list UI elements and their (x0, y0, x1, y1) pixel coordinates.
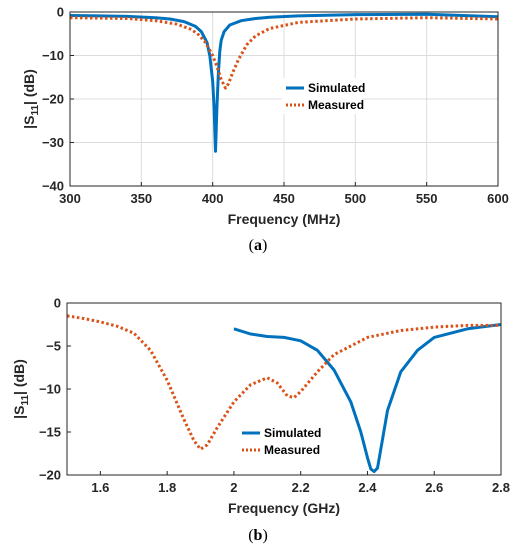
y-ticks-a: 0 −10 −20 −30 −40 (42, 5, 74, 194)
y-tick-label: −40 (42, 179, 64, 194)
y-tick-label: −15 (39, 425, 61, 440)
series-line-simulated (69, 12, 499, 153)
x-tick-label: 1.8 (158, 480, 176, 495)
y-ticks-b: 0 −5 −10 −15 −20 (39, 296, 71, 483)
series-lines-b (66, 314, 502, 474)
panel-caption-a: (a) (249, 237, 268, 254)
legend-b: Simulated Measured (238, 423, 322, 459)
legend-label-simulated-a: Simulated (308, 81, 365, 95)
x-tick-label: 550 (416, 191, 438, 206)
x-tick-label: 600 (487, 191, 509, 206)
x-tick-label: 450 (273, 191, 295, 206)
y-axis-label-b: |S11| (dB) (11, 359, 31, 419)
y-tick-label: −20 (42, 92, 64, 107)
x-tick-label: 2.4 (358, 480, 377, 495)
y-tick-label: −5 (46, 339, 61, 354)
x-axis-label-a: Frequency (MHz) (228, 211, 341, 227)
series-line-simulated (233, 323, 502, 474)
series-lines-a (69, 12, 499, 153)
y-tick-label: 0 (57, 5, 64, 20)
chart-panel-b: 1.6 1.8 2 2.2 2.4 2.6 2.8 0 −5 −10 −15 −20 Frequen… (11, 296, 510, 545)
x-tick-label: 500 (344, 191, 366, 206)
x-tick-label: 2 (230, 480, 237, 495)
x-tick-label: 1.6 (91, 480, 109, 495)
x-tick-label: 400 (202, 191, 224, 206)
legend-box-b (238, 423, 322, 459)
legend-box-a (282, 78, 362, 114)
y-tick-label: −30 (42, 135, 64, 150)
x-ticks-b: 1.6 1.8 2 2.2 2.4 2.6 2.8 (91, 471, 510, 495)
chart-panel-a: 300 350 400 450 500 550 600 0 −10 −20 −30 −40 Freq… (21, 5, 509, 255)
x-ticks-a: 300 350 400 450 500 550 600 (59, 182, 509, 206)
y-tick-label: −20 (39, 468, 61, 483)
x-tick-label: 300 (59, 191, 81, 206)
y-tick-label: −10 (42, 48, 64, 63)
x-tick-label: 350 (130, 191, 152, 206)
y-tick-label: 0 (54, 296, 61, 311)
legend-label-measured-b: Measured (264, 443, 320, 457)
legend-label-simulated-b: Simulated (264, 426, 321, 440)
y-axis-label-a: |S11| (dB) (21, 69, 41, 129)
x-tick-label: 2.2 (292, 480, 310, 495)
x-axis-label-b: Frequency (GHz) (228, 500, 340, 516)
x-tick-label: 2.6 (425, 480, 443, 495)
legend-a: Simulated Measured (282, 78, 365, 114)
y-tick-label: −10 (39, 382, 61, 397)
x-tick-label: 2.8 (492, 480, 510, 495)
legend-label-measured-a: Measured (308, 98, 364, 112)
series-line-measured (69, 16, 499, 90)
panel-caption-b: (b) (248, 527, 268, 544)
